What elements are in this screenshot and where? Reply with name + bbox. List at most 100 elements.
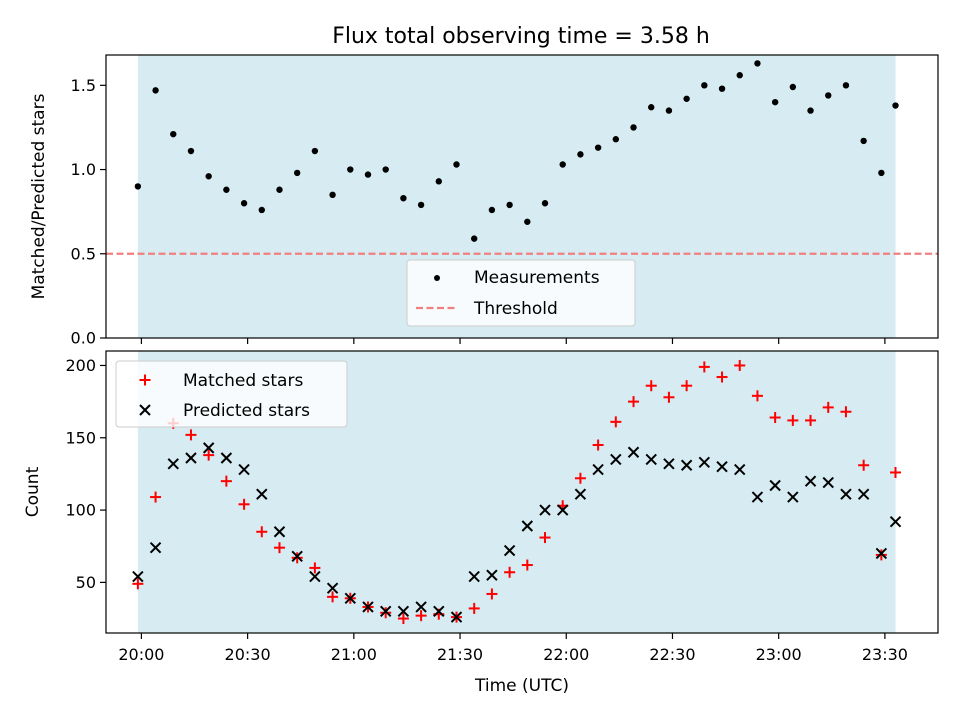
count-legend: Matched stars Predicted stars bbox=[115, 360, 348, 428]
matched-star-marker bbox=[734, 359, 746, 371]
predicted-star-marker bbox=[238, 463, 250, 476]
x-tick-label: 21:30 bbox=[437, 645, 483, 664]
measurement-point bbox=[630, 124, 637, 131]
matched-star-marker bbox=[716, 371, 728, 383]
matched-star-marker bbox=[769, 412, 781, 424]
measurement-point bbox=[594, 144, 602, 151]
matched-star-marker bbox=[610, 416, 622, 428]
y-tick-label: 150 bbox=[65, 428, 96, 447]
ratio-y-axis-label: Matched/Predicted stars bbox=[29, 93, 49, 299]
count-x-ticks: 20:00 20:30 21:00 21:30 22:00 22:30 23:00 23:30 bbox=[118, 633, 908, 664]
predicted-star-marker bbox=[539, 504, 551, 516]
predicted-star-marker bbox=[415, 601, 427, 613]
predicted-star-marker bbox=[503, 544, 516, 557]
matched-star-marker bbox=[150, 491, 162, 503]
measurement-point bbox=[892, 102, 899, 109]
matched-star-marker bbox=[504, 566, 516, 578]
matched-star-marker bbox=[203, 449, 215, 461]
matched-star-marker bbox=[698, 361, 710, 373]
y-tick-label: 200 bbox=[65, 356, 96, 375]
measurement-point bbox=[860, 137, 867, 145]
predicted-star-marker bbox=[804, 475, 817, 487]
matched-star-marker bbox=[875, 549, 887, 561]
ratio-y-ticks: 0.0 0.5 1.0 1.5 bbox=[71, 76, 106, 348]
matched-star-marker bbox=[592, 439, 604, 451]
legend-box bbox=[406, 259, 636, 327]
x-tick-label: 22:00 bbox=[543, 645, 589, 664]
measurement-point bbox=[506, 201, 513, 209]
measurement-point bbox=[240, 200, 248, 207]
matched-star-marker bbox=[132, 578, 144, 590]
matched-star-marker bbox=[840, 406, 852, 418]
x-tick-label: 21:00 bbox=[331, 645, 377, 664]
x-tick-label: 23:00 bbox=[756, 645, 802, 664]
count-y-ticks: 50 100 150 200 bbox=[65, 356, 106, 592]
measurement-point bbox=[701, 82, 708, 89]
measurement-point bbox=[754, 60, 761, 67]
legend-box bbox=[115, 360, 348, 428]
measurement-point bbox=[559, 161, 566, 168]
predicted-star-marker bbox=[167, 458, 179, 470]
measurement-point bbox=[435, 178, 442, 185]
matched-star-marker bbox=[415, 610, 427, 622]
matched-star-marker bbox=[291, 552, 303, 564]
measurement-point bbox=[400, 194, 407, 202]
measurement-point bbox=[683, 95, 690, 102]
measurement-point bbox=[453, 161, 460, 168]
predicted-star-marker bbox=[397, 605, 410, 618]
measurement-point bbox=[134, 183, 142, 190]
matched-star-marker bbox=[139, 374, 151, 386]
predicted-star-marker bbox=[139, 404, 151, 416]
legend-label: Matched stars bbox=[183, 371, 303, 391]
y-tick-label: 0.0 bbox=[71, 329, 96, 348]
measurement-point bbox=[648, 104, 655, 111]
predicted-star-marker bbox=[149, 541, 162, 554]
measurement-points bbox=[134, 60, 899, 242]
matched-star-marker bbox=[805, 414, 817, 426]
predicted-star-marker bbox=[840, 488, 852, 500]
matched-star-marker bbox=[256, 526, 268, 538]
ratio-panel: 0.0 0.5 1.0 1.5 Matched/Predicted stars Mea… bbox=[29, 54, 939, 348]
measurement-point bbox=[170, 130, 177, 138]
ratio-legend: Measurements Threshold bbox=[406, 259, 636, 327]
count-points bbox=[132, 359, 902, 625]
matched-star-marker bbox=[220, 475, 232, 487]
measurement-point bbox=[718, 85, 726, 92]
legend-label: Threshold bbox=[473, 299, 558, 319]
matched-star-marker bbox=[663, 391, 675, 403]
ratio-panel-frame bbox=[105, 54, 939, 339]
measurement-point bbox=[665, 107, 673, 114]
predicted-star-marker bbox=[787, 491, 799, 503]
measurement-point bbox=[223, 186, 230, 193]
measurement-point bbox=[364, 171, 372, 178]
predicted-star-marker bbox=[875, 547, 888, 560]
measurement-point bbox=[417, 201, 425, 209]
matched-star-marker bbox=[787, 414, 799, 426]
matched-star-marker bbox=[539, 532, 551, 544]
legend-measurement-marker bbox=[434, 275, 440, 281]
matched-star-marker bbox=[628, 396, 640, 408]
x-tick-label: 20:30 bbox=[225, 645, 271, 664]
predicted-star-marker bbox=[889, 515, 902, 528]
matched-star-marker bbox=[327, 591, 339, 603]
predicted-star-marker bbox=[202, 442, 215, 454]
count-panel-frame bbox=[105, 350, 939, 634]
predicted-star-marker bbox=[326, 582, 339, 594]
measurement-point bbox=[276, 186, 283, 193]
measurement-point bbox=[347, 166, 354, 173]
predicted-star-marker bbox=[592, 463, 604, 476]
x-axis-label: Time (UTC) bbox=[474, 676, 569, 696]
predicted-star-marker bbox=[220, 452, 233, 464]
matched-star-marker bbox=[751, 390, 763, 402]
predicted-star-marker bbox=[557, 504, 569, 516]
predicted-star-marker bbox=[256, 488, 268, 500]
count-y-axis-label: Count bbox=[23, 466, 43, 517]
predicted-star-marker bbox=[822, 476, 834, 489]
predicted-star-marker bbox=[468, 570, 480, 583]
matched-star-marker bbox=[238, 498, 250, 510]
matched-star-marker bbox=[890, 466, 902, 478]
measurement-point bbox=[329, 191, 336, 199]
measurement-point bbox=[807, 107, 814, 114]
matched-star-marker bbox=[822, 401, 834, 413]
